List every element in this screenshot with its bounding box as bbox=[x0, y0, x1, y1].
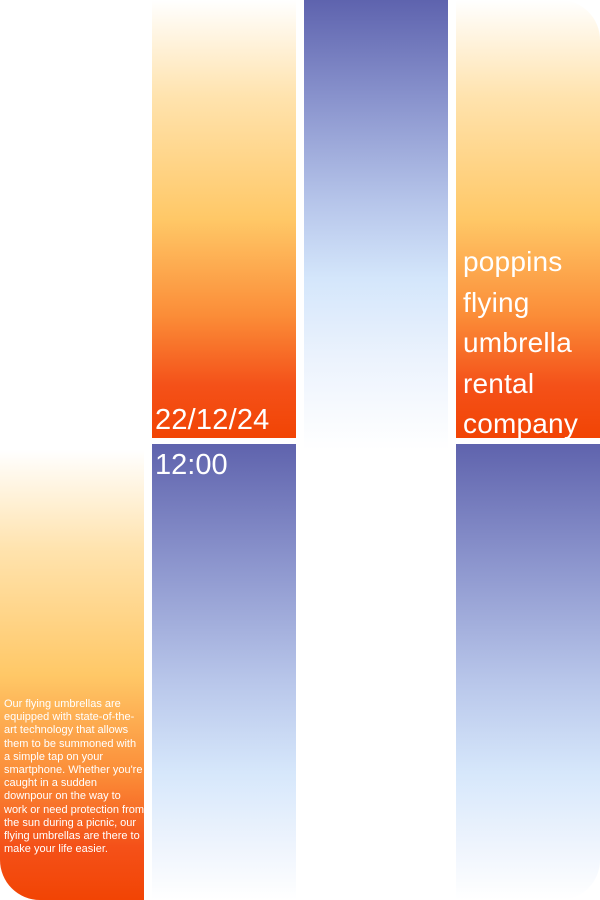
company-name-line: umbrella bbox=[463, 327, 572, 358]
company-name-line: poppins bbox=[463, 246, 563, 277]
event-time: 12:00 bbox=[155, 449, 228, 481]
company-name-line: rental bbox=[463, 367, 535, 399]
cool-gradient-panel-right bbox=[456, 444, 600, 900]
company-name-line: company bbox=[463, 408, 579, 439]
warm-gradient-panel-left bbox=[0, 450, 144, 900]
company-name-line: flying bbox=[463, 286, 530, 318]
warm-gradient-panel-company bbox=[456, 0, 600, 438]
event-date: 22/12/24 bbox=[155, 404, 270, 436]
product-description: Our flying umbrellas are equipped with s… bbox=[4, 698, 145, 856]
warm-gradient-panel-date bbox=[152, 0, 296, 438]
cool-gradient-panel-time bbox=[152, 444, 296, 900]
cool-gradient-panel-center bbox=[304, 0, 448, 450]
company-name: poppins flying umbrella rental company bbox=[463, 242, 600, 445]
